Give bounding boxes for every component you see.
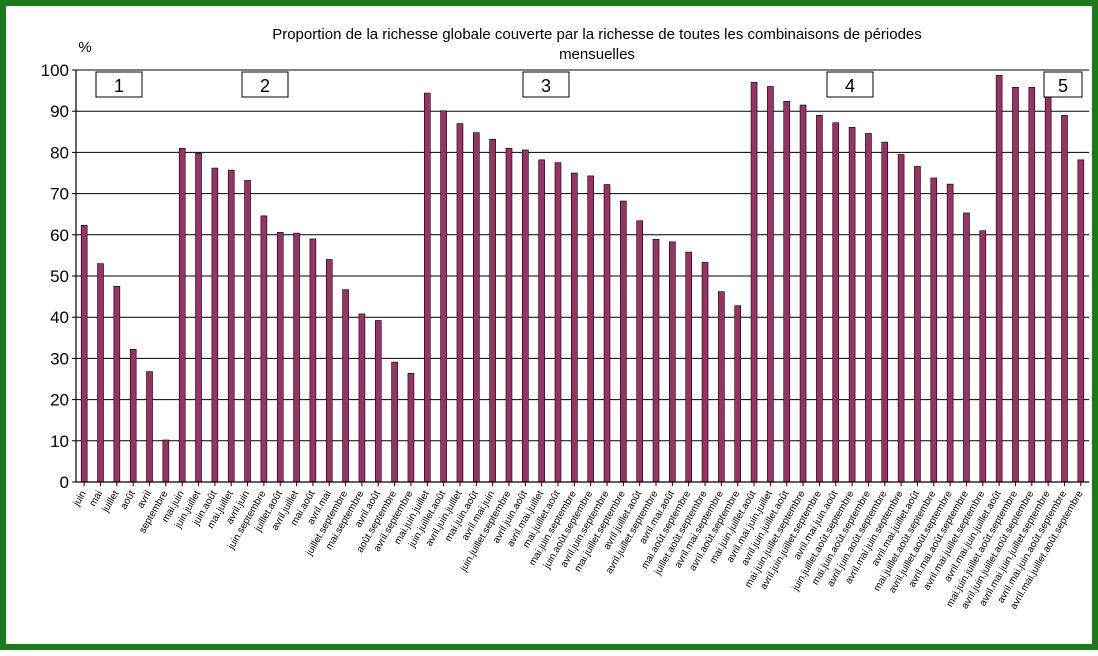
group-label: 3 [541,76,551,96]
y-tick-label: 60 [50,226,69,245]
y-tick-label: 10 [50,432,69,451]
bar [571,172,578,483]
y-tick-label: 0 [60,473,69,492]
y-tick-label: 20 [50,391,69,410]
y-tick-label: 30 [50,349,69,368]
chart-title-line-2: mensuelles [559,46,635,63]
bar [701,262,709,483]
bar [211,167,219,483]
bar [881,141,889,483]
bar [979,230,987,483]
group-label: 5 [1058,76,1068,96]
bar [636,220,643,483]
bar [554,162,562,483]
bar [914,166,921,483]
bar [178,147,186,483]
bar [963,212,970,483]
x-tick-label: juin [71,489,89,509]
bar [325,259,333,483]
bar [472,132,480,483]
bar [865,133,872,483]
bar [162,439,170,483]
group-label-box [522,71,570,98]
bar [538,159,545,483]
y-tick-label: 40 [50,308,69,327]
bar [799,104,807,483]
bar [1028,87,1036,483]
bar [391,361,398,483]
bar [489,138,496,483]
bar [505,147,513,483]
bars [80,75,1085,483]
bar [816,115,823,483]
bar [767,86,774,483]
bar [685,251,693,483]
bar [522,149,529,483]
bar [734,305,742,483]
y-tick-label: 100 [41,61,69,80]
y-axis-label: % [78,39,91,56]
bar [407,372,415,483]
y-tick-label: 50 [50,267,69,286]
x-tick-label: juillet [100,489,122,515]
bar [195,152,202,483]
bar [456,123,464,483]
bar [669,241,676,483]
bar [244,180,251,483]
bar [374,320,382,483]
bar [358,313,366,483]
bar [113,285,121,483]
bar [1012,87,1019,483]
group-label-box [1043,71,1083,98]
group-label: 1 [114,76,124,96]
bar [718,291,725,483]
bar [652,239,660,483]
bar [1044,94,1052,483]
group-label-box [95,71,143,98]
y-tick-label: 70 [50,185,69,204]
bar [783,101,791,483]
group-labels: 1 2 3 4 5 [95,71,1083,98]
x-tick-label: août [119,489,138,512]
bar [227,169,235,483]
bar [146,371,153,483]
y-tick-label: 80 [50,143,69,162]
bar [423,92,431,483]
bar [293,232,300,483]
group-label: 4 [845,76,855,96]
chart-title-line-1: Proportion de la richesse globale couver… [272,26,922,43]
bar [342,289,349,483]
group-label-box [241,71,289,98]
bar [995,75,1003,483]
x-tick-labels: juinmaijuilletaoûtavrilseptembremai.juin… [71,482,1086,611]
bar [848,126,856,483]
bar [80,225,88,483]
bar [620,200,627,483]
bar [946,183,954,483]
bar [1061,115,1068,483]
bar [309,238,317,483]
bar [750,82,758,483]
bar [260,215,268,483]
group-label: 2 [260,76,270,96]
bar [930,177,938,483]
y-tick-labels: 0 10 20 30 40 50 60 70 80 90 100 [41,61,69,492]
bar-chart: Proportion de la richesse globale couver… [41,26,1089,611]
bar [587,175,594,483]
axes [72,69,1089,483]
y-tick-label: 90 [50,102,69,121]
bar [832,122,840,483]
bar [129,349,137,483]
bar [1077,159,1085,483]
bar [603,184,611,483]
group-label-box [826,71,874,98]
bar [276,232,284,483]
bar [440,110,447,483]
bar [897,154,905,483]
bar [97,263,104,483]
